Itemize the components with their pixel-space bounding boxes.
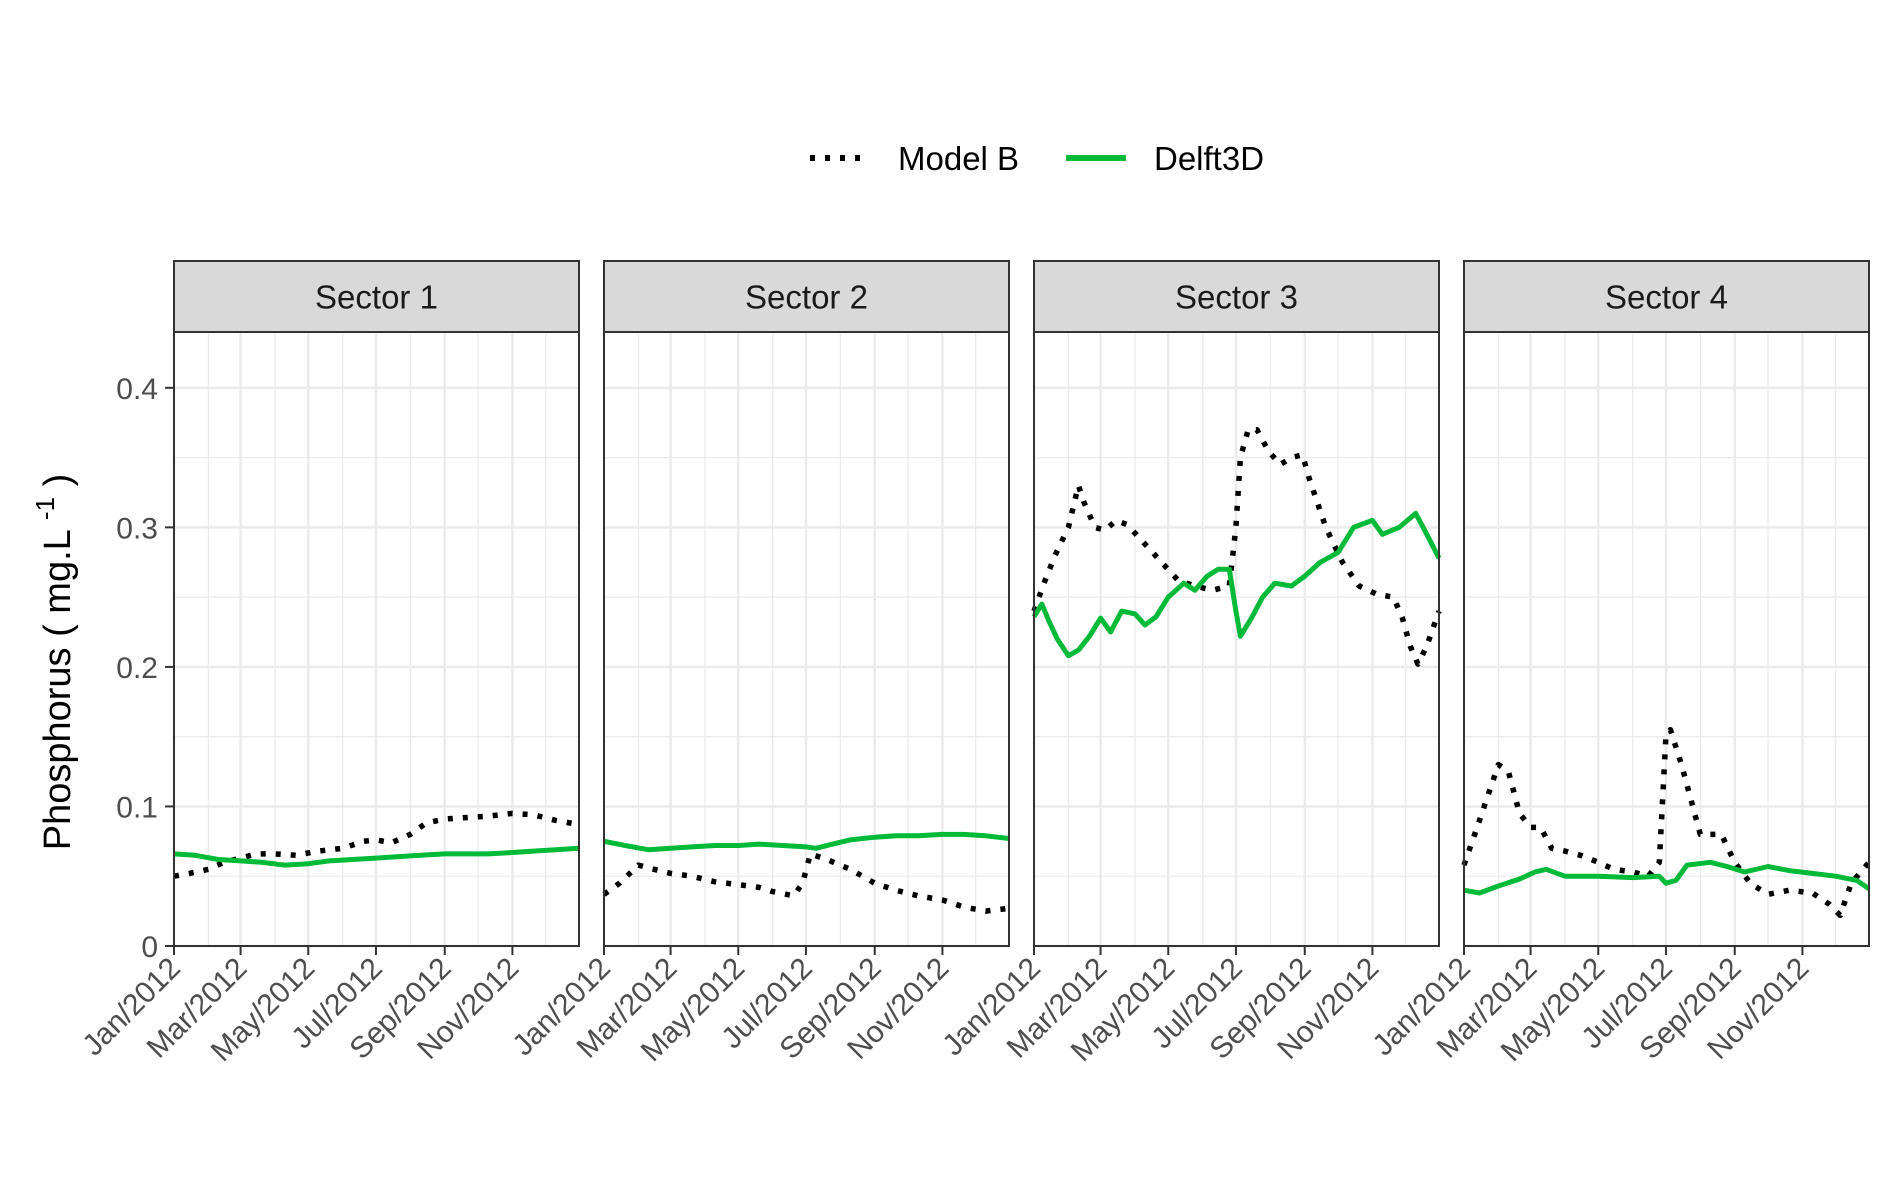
y-tick-label: 0 xyxy=(141,931,158,964)
series-line-model-b xyxy=(1461,726,1872,919)
panel-strip xyxy=(1033,260,1440,333)
legend-label-delft3d: Delft3D xyxy=(1154,140,1264,177)
y-tick-label: 0.1 xyxy=(116,791,158,824)
y-tick-label: 0.4 xyxy=(116,373,158,406)
panel-strip-label: Sector 4 xyxy=(1605,279,1728,316)
panel-strip-label: Sector 3 xyxy=(1175,279,1298,316)
y-axis-title-quantity: Phosphorus xyxy=(37,647,79,850)
y-tick-label: 0.2 xyxy=(116,652,158,685)
legend: Model B Delft3D xyxy=(810,140,1264,177)
panel-strip xyxy=(1463,260,1870,333)
panel-strip xyxy=(173,260,580,333)
series-line-delft3d xyxy=(1031,510,1442,659)
y-axis-title-unit: mg.L xyxy=(37,530,79,613)
y-axis-title: Phosphorus ( mg.L -1 ) xyxy=(21,474,79,851)
y-axis-title-unit-exponent: -1 xyxy=(30,497,60,520)
panel-strip-label: Sector 2 xyxy=(745,279,868,316)
y-axis-title-close-paren: ) xyxy=(37,474,79,487)
series-line-model-b xyxy=(602,851,1010,914)
series-line-delft3d xyxy=(173,845,580,868)
series-line-delft3d xyxy=(1463,859,1871,896)
panel-strip-label: Sector 1 xyxy=(315,279,438,316)
panel-sector-4: Sector 4Jan/2012Mar/2012May/2012Jul/2012… xyxy=(1366,260,1872,1068)
panel-strip xyxy=(603,260,1010,333)
legend-label-model-b: Model B xyxy=(898,140,1019,177)
panels-layer: Sector 1Jan/2012Mar/2012May/2012Jul/2012… xyxy=(76,260,1872,1068)
series-line-delft3d xyxy=(603,831,1010,853)
y-tick-label: 0.3 xyxy=(116,512,158,545)
series-line-model-b xyxy=(1031,426,1442,667)
y-axis-title-open-paren: ( xyxy=(37,614,79,637)
panel-sector-1: Sector 1Jan/2012Mar/2012May/2012Jul/2012… xyxy=(76,260,580,1068)
